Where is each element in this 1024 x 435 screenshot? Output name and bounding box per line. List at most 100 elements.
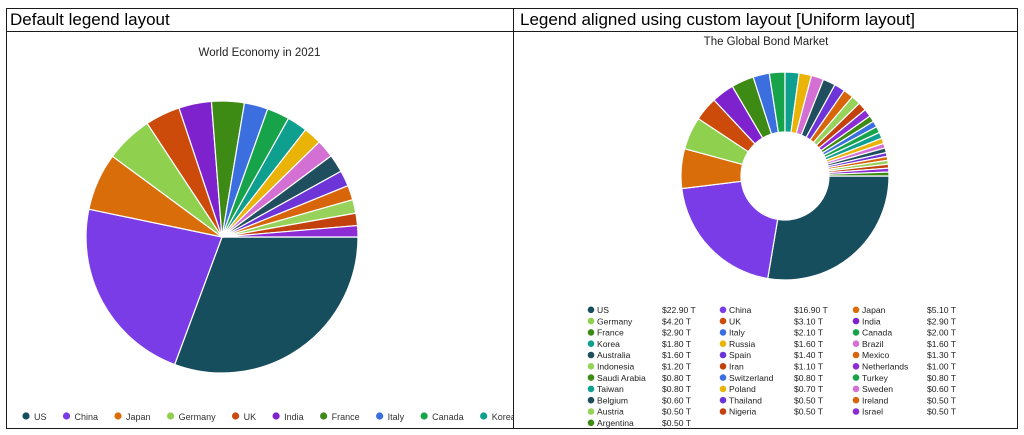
- right-legend-item-israel[interactable]: Israel $0.50 T: [852, 407, 957, 417]
- left-legend-marker: [114, 412, 122, 420]
- left-legend-marker: [480, 412, 488, 420]
- right-panel-header: Legend aligned using custom layout [Unif…: [520, 10, 916, 29]
- right-legend-item-russia[interactable]: Russia $1.60 T: [719, 339, 824, 349]
- right-legend-item-france[interactable]: France $2.90 T: [587, 328, 692, 338]
- right-legend-marker: [852, 351, 860, 359]
- right-legend-item-taiwan[interactable]: Taiwan $0.80 T: [587, 384, 692, 394]
- left-legend-marker: [272, 412, 280, 420]
- right-legend-marker: [587, 317, 595, 325]
- right-legend-marker: [719, 408, 727, 415]
- right-legend-value: $0.70 T: [794, 384, 824, 394]
- right-legend-marker: [852, 306, 860, 314]
- left-legend-item-canada[interactable]: Canada: [420, 412, 464, 422]
- panel-divider: [513, 8, 514, 429]
- right-legend-value: $0.50 T: [794, 395, 824, 405]
- right-legend-item-nigeria[interactable]: Nigeria $0.50 T: [719, 407, 824, 417]
- right-legend-value: $0.80 T: [927, 373, 957, 383]
- right-legend-marker: [587, 329, 595, 336]
- right-legend-value: $0.50 T: [662, 407, 692, 417]
- right-legend-item-saudi-arabia[interactable]: Saudi Arabia $0.80 T: [587, 373, 692, 383]
- right-legend-label: UK: [729, 316, 741, 326]
- right-legend-marker: [719, 306, 727, 314]
- right-legend-label: Japan: [862, 305, 886, 315]
- left-slice-us[interactable]: [173, 236, 359, 374]
- right-legend-label: Turkey: [862, 373, 889, 383]
- right-legend-item-iran[interactable]: Iran $1.10 T: [719, 362, 824, 372]
- right-legend-item-japan[interactable]: Japan $5.10 T: [852, 305, 957, 315]
- right-legend-item-thailand[interactable]: Thailand $0.50 T: [719, 395, 824, 405]
- right-slice-argentina[interactable]: [828, 171, 890, 177]
- left-legend-item-us[interactable]: US: [22, 412, 47, 422]
- left-legend-item-india[interactable]: India: [272, 412, 304, 422]
- right-legend-label: Russia: [729, 339, 755, 349]
- right-legend-item-china[interactable]: China $16.90 T: [719, 305, 829, 315]
- right-legend-value: $1.40 T: [794, 350, 824, 360]
- right-legend-marker: [852, 374, 860, 381]
- right-legend-marker: [587, 408, 595, 415]
- left-legend-label: France: [332, 412, 360, 422]
- right-legend-value: $2.00 T: [927, 328, 957, 338]
- right-legend-value: $1.30 T: [927, 350, 957, 360]
- right-legend-marker: [852, 340, 860, 348]
- left-legend-label: India: [284, 412, 304, 422]
- right-legend-item-brazil[interactable]: Brazil $1.60 T: [852, 339, 957, 349]
- right-legend-value: $22.90 T: [662, 305, 697, 315]
- left-legend-item-italy[interactable]: Italy: [376, 412, 405, 422]
- right-legend-label: Australia: [597, 350, 631, 360]
- right-legend-value: $0.50 T: [927, 407, 957, 417]
- left-slice-china[interactable]: [85, 208, 223, 366]
- right-legend-item-argentina[interactable]: Argentina $0.50 T: [587, 418, 692, 428]
- right-legend-item-uk[interactable]: UK $3.10 T: [719, 316, 824, 326]
- right-legend-item-australia[interactable]: Australia $1.60 T: [587, 350, 692, 360]
- right-legend-marker: [719, 363, 727, 370]
- right-legend-item-mexico[interactable]: Mexico $1.30 T: [852, 350, 957, 360]
- left-legend-item-france[interactable]: France: [320, 412, 360, 422]
- right-legend-label: Sweden: [862, 384, 893, 394]
- left-slice-netherlands[interactable]: [221, 224, 359, 238]
- right-legend-item-italy[interactable]: Italy $2.10 T: [719, 328, 824, 338]
- right-legend-item-turkey[interactable]: Turkey $0.80 T: [852, 373, 957, 383]
- right-slice-china[interactable]: [681, 180, 779, 280]
- right-legend-marker: [852, 408, 860, 415]
- right-legend-value: $1.60 T: [662, 350, 692, 360]
- right-slice-us[interactable]: [767, 175, 890, 281]
- right-legend-item-poland[interactable]: Poland $0.70 T: [719, 384, 824, 394]
- left-legend-item-uk[interactable]: UK: [231, 412, 256, 422]
- right-legend-item-austria[interactable]: Austria $0.50 T: [587, 407, 692, 417]
- right-legend-item-netherlands[interactable]: Netherlands $1.00 T: [852, 362, 957, 372]
- left-legend-label: Korea: [492, 412, 513, 422]
- right-legend-value: $2.90 T: [662, 328, 692, 338]
- right-legend-item-germany[interactable]: Germany $4.20 T: [587, 316, 692, 326]
- right-legend-item-sweden[interactable]: Sweden $0.60 T: [852, 384, 957, 394]
- left-legend-item-china[interactable]: China: [62, 412, 98, 422]
- right-legend-value: $0.50 T: [794, 407, 824, 417]
- right-legend-value: $2.90 T: [927, 316, 957, 326]
- right-legend-value: $5.10 T: [927, 305, 957, 315]
- right-legend-item-spain[interactable]: Spain $1.40 T: [719, 350, 824, 360]
- right-legend-marker: [587, 363, 595, 370]
- right-legend-item-india[interactable]: India $2.90 T: [852, 316, 957, 326]
- right-legend-marker: [852, 329, 860, 336]
- left-legend-item-japan[interactable]: Japan: [114, 412, 151, 422]
- right-legend-item-ireland[interactable]: Ireland $0.50 T: [852, 395, 957, 405]
- right-legend-value: $0.60 T: [662, 395, 692, 405]
- right-legend-label: India: [862, 316, 881, 326]
- right-legend-item-switzerland[interactable]: Switzerland $0.80 T: [719, 373, 824, 383]
- header-divider: [6, 31, 1018, 32]
- right-legend-item-belgium[interactable]: Belgium $0.60 T: [587, 395, 692, 405]
- left-legend-label: Germany: [179, 412, 217, 422]
- right-legend-marker: [587, 419, 595, 427]
- left-panel-header: Default legend layout: [10, 10, 170, 29]
- right-legend-item-indonesia[interactable]: Indonesia $1.20 T: [587, 362, 692, 372]
- left-legend-item-korea[interactable]: Korea: [480, 412, 513, 422]
- right-legend-label: France: [597, 328, 624, 338]
- right-legend-item-us[interactable]: US $22.90 T: [587, 305, 697, 315]
- right-legend-label: Canada: [862, 328, 892, 338]
- right-legend-marker: [587, 306, 595, 314]
- right-legend-item-canada[interactable]: Canada $2.00 T: [852, 328, 957, 338]
- left-legend-item-germany[interactable]: Germany: [166, 412, 217, 422]
- right-legend-marker: [587, 374, 595, 381]
- right-legend-item-korea[interactable]: Korea $1.80 T: [587, 339, 692, 349]
- right-legend-marker: [719, 385, 727, 393]
- right-legend-label: Brazil: [862, 339, 884, 349]
